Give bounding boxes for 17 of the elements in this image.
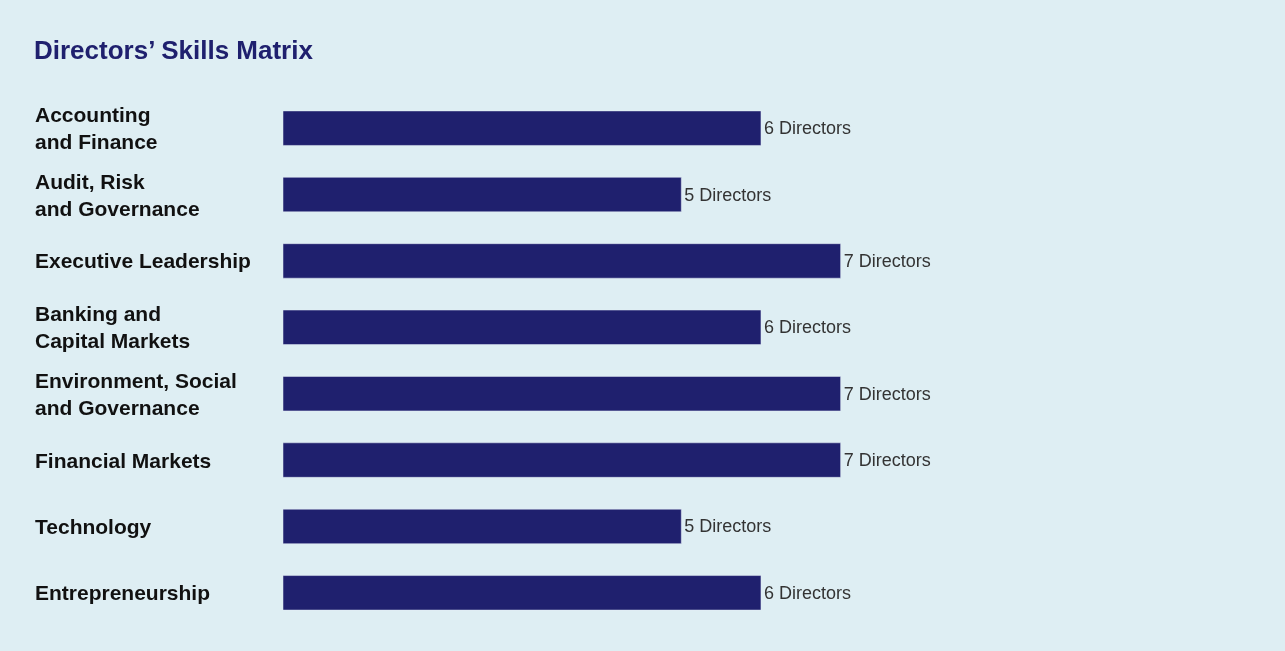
data-label: 7 Directors [843, 250, 931, 271]
y-tick-label: Banking and Capital Markets [35, 302, 191, 353]
chart-title: Directors’ Skills Matrix [34, 35, 314, 66]
data-label: 6 Directors [763, 317, 851, 338]
data-label: 6 Directors [763, 118, 851, 139]
y-tick-label: Audit, Risk and Governance [35, 170, 200, 221]
data-label: 5 Directors [684, 184, 772, 205]
data-label: 5 Directors [684, 516, 772, 537]
data-label: 7 Directors [843, 450, 931, 471]
y-tick-label: Entrepreneurship [35, 581, 211, 604]
data-label: 7 Directors [843, 383, 931, 404]
y-tick-label: Financial Markets [35, 449, 212, 472]
y-tick-label: Accounting and Finance [35, 103, 158, 154]
y-tick-label: Technology [35, 515, 152, 538]
data-label: 6 Directors [763, 582, 851, 603]
y-tick-label: Executive Leadership [35, 249, 251, 272]
y-tick-label: Environment, Social and Governance [35, 369, 237, 420]
